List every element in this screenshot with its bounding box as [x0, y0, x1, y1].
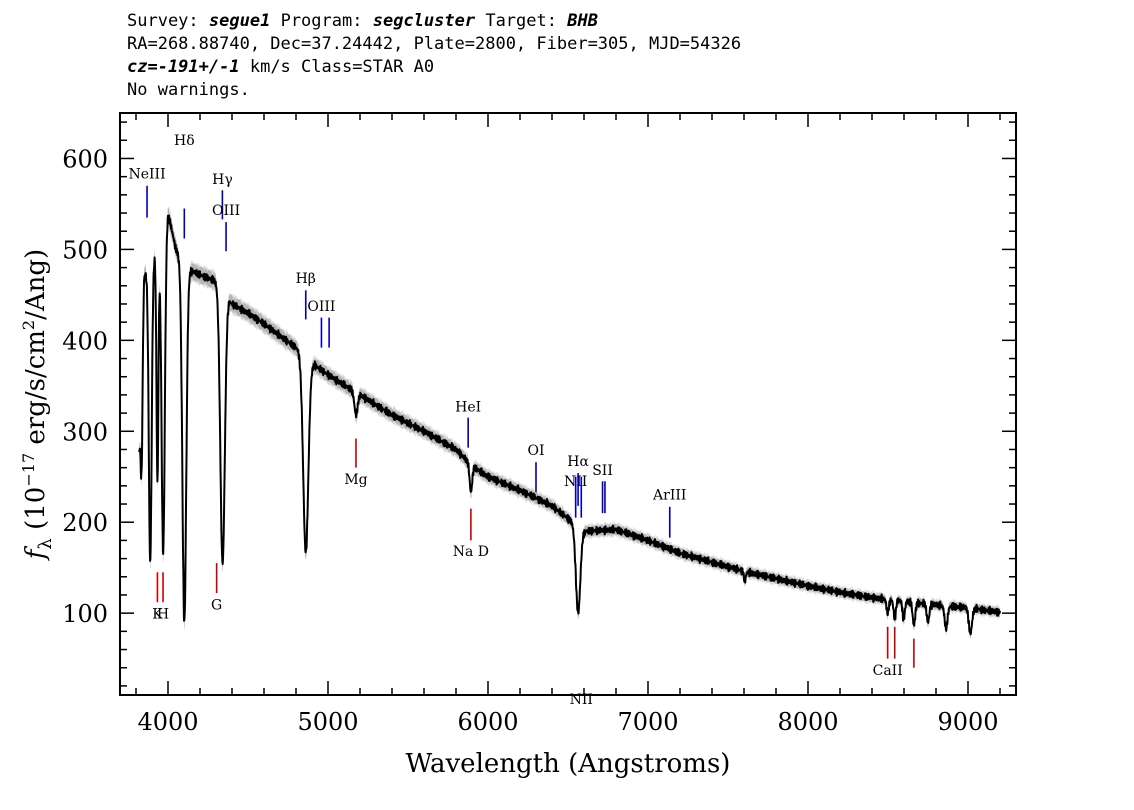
- line-label: G: [211, 598, 222, 614]
- line-label: NII: [564, 474, 587, 490]
- target-label: Target:: [485, 11, 557, 31]
- x-tick-label: 6000: [457, 708, 518, 736]
- x-tick-label: 8000: [777, 708, 838, 736]
- header-line-coordinates: RA=268.88740, Dec=37.24442, Plate=2800, …: [127, 34, 742, 54]
- x-tick-label: 7000: [617, 708, 678, 736]
- line-label: Hγ: [212, 172, 233, 188]
- line-label: NeIII: [128, 166, 165, 182]
- line-label: Na D: [453, 544, 489, 560]
- program-label: Program:: [280, 11, 363, 31]
- line-label: OIII: [212, 203, 240, 219]
- line-label: SII: [592, 463, 613, 479]
- header-line-survey: Survey: segue1 Program: segcluster Targe…: [127, 10, 741, 33]
- program-value: segcluster: [372, 11, 476, 31]
- y-tick-label: 200: [62, 509, 108, 537]
- error-band-layer: [139, 206, 1000, 639]
- target-value: BHB: [567, 11, 598, 31]
- line-label: H: [157, 607, 169, 623]
- line-marker-layer: NeIII Hδ Hγ OIII Hβ OIII HeI OI NII Hα NII SII ArIII…: [128, 133, 915, 708]
- y-tick-label: 300: [62, 418, 108, 446]
- spectrum-header: Survey: segue1 Program: segcluster Targe…: [127, 10, 741, 102]
- spectrum-line: [138, 214, 1001, 636]
- header-line-velocity: cz=-191+/-1 km/s Class=STAR A0: [127, 56, 741, 79]
- line-label: OIII: [307, 299, 335, 315]
- x-tick-label: 9000: [937, 708, 998, 736]
- header-line-warnings: No warnings.: [127, 80, 250, 100]
- y-axis-title: fλ (10−17 erg/s/cm2/Ang): [19, 249, 56, 561]
- x-tick-label: 4000: [137, 708, 198, 736]
- y-tick-label: 400: [62, 327, 108, 355]
- y-tick-label: 500: [62, 236, 108, 264]
- y-tick-label: 600: [62, 145, 108, 173]
- line-label: Mg: [344, 472, 367, 488]
- x-tick-label: 5000: [297, 708, 358, 736]
- spectrum-layer: [138, 214, 1001, 636]
- line-label: K: [152, 607, 163, 623]
- y-tick-label: 100: [62, 600, 108, 628]
- axis-ticks: 4000 5000 6000 7000 8000 9000 100 200 300 400 500 6…: [62, 113, 1016, 736]
- line-label: ArIII: [652, 487, 686, 503]
- line-label: CaII: [873, 663, 903, 679]
- line-label: NII: [570, 692, 593, 708]
- survey-value: segue1: [208, 11, 271, 31]
- line-label: OI: [527, 443, 544, 459]
- plot-frame: [119, 112, 1017, 696]
- survey-label: Survey:: [127, 11, 199, 31]
- line-label: Hα: [567, 454, 589, 470]
- error-band: [139, 206, 1000, 639]
- line-label: Hβ: [296, 271, 316, 287]
- class-text: km/s Class=STAR A0: [249, 57, 435, 77]
- x-axis-title: Wavelength (Angstroms): [406, 749, 731, 779]
- line-label: HeI: [455, 399, 481, 415]
- line-label: Hδ: [174, 133, 195, 149]
- cz-value: cz=-191+/-1: [127, 57, 240, 77]
